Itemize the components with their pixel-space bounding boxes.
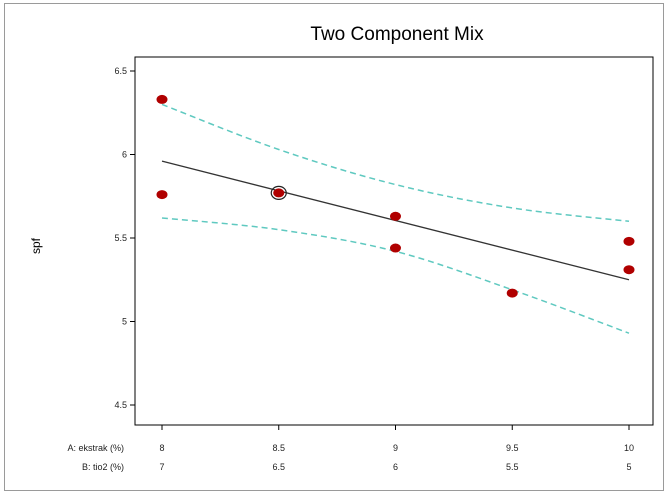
x-tick-label: 6 <box>393 462 398 472</box>
y-axis-label: spf <box>29 237 43 254</box>
y-tick-label: 6 <box>122 150 127 160</box>
confidence-upper-curve <box>161 103 630 223</box>
data-point <box>273 188 285 198</box>
x-tick-label: 6.5 <box>272 462 285 472</box>
x-tick-label: 9 <box>393 443 398 453</box>
confidence-bands <box>161 103 630 334</box>
data-point <box>390 243 401 253</box>
y-tick-label: 4.5 <box>114 400 127 410</box>
x-tick-label: 8.5 <box>272 443 285 453</box>
data-point <box>506 288 518 298</box>
y-tick-label: 5.5 <box>114 233 127 243</box>
y-axis-ticks: 4.5 5 5.5 6 6.5 <box>114 66 135 410</box>
plot-area <box>134 56 654 426</box>
chart-title: Two Component Mix <box>310 24 484 45</box>
data-point <box>623 265 635 275</box>
x-tick-label: 8 <box>159 443 164 453</box>
x-axis-row-label: B: tio2 (%) <box>82 462 124 472</box>
x-axis-row-label: A: ekstrak (%) <box>67 443 124 453</box>
x-tick-label: 10 <box>624 443 634 453</box>
x-tick-label: 7 <box>159 462 164 472</box>
data-points <box>156 94 635 298</box>
y-tick-label: 5 <box>122 317 127 327</box>
confidence-lower-curve <box>161 217 630 334</box>
x-tick-label: 5 <box>626 462 631 472</box>
x-tick-label: 5.5 <box>506 462 519 472</box>
data-point <box>623 236 635 246</box>
data-point <box>390 211 401 221</box>
data-point <box>156 190 168 200</box>
y-tick-label: 6.5 <box>114 66 127 76</box>
data-point <box>156 94 168 104</box>
highlight-ring <box>270 185 287 201</box>
x-axis-row-labels: A: ekstrak (%) B: tio2 (%) <box>67 443 124 472</box>
x-axis-ticks: 8 7 8.5 6.5 9 6 9.5 5.5 10 5 <box>159 425 634 472</box>
x-tick-label: 9.5 <box>506 443 519 453</box>
chart-frame <box>4 3 664 491</box>
